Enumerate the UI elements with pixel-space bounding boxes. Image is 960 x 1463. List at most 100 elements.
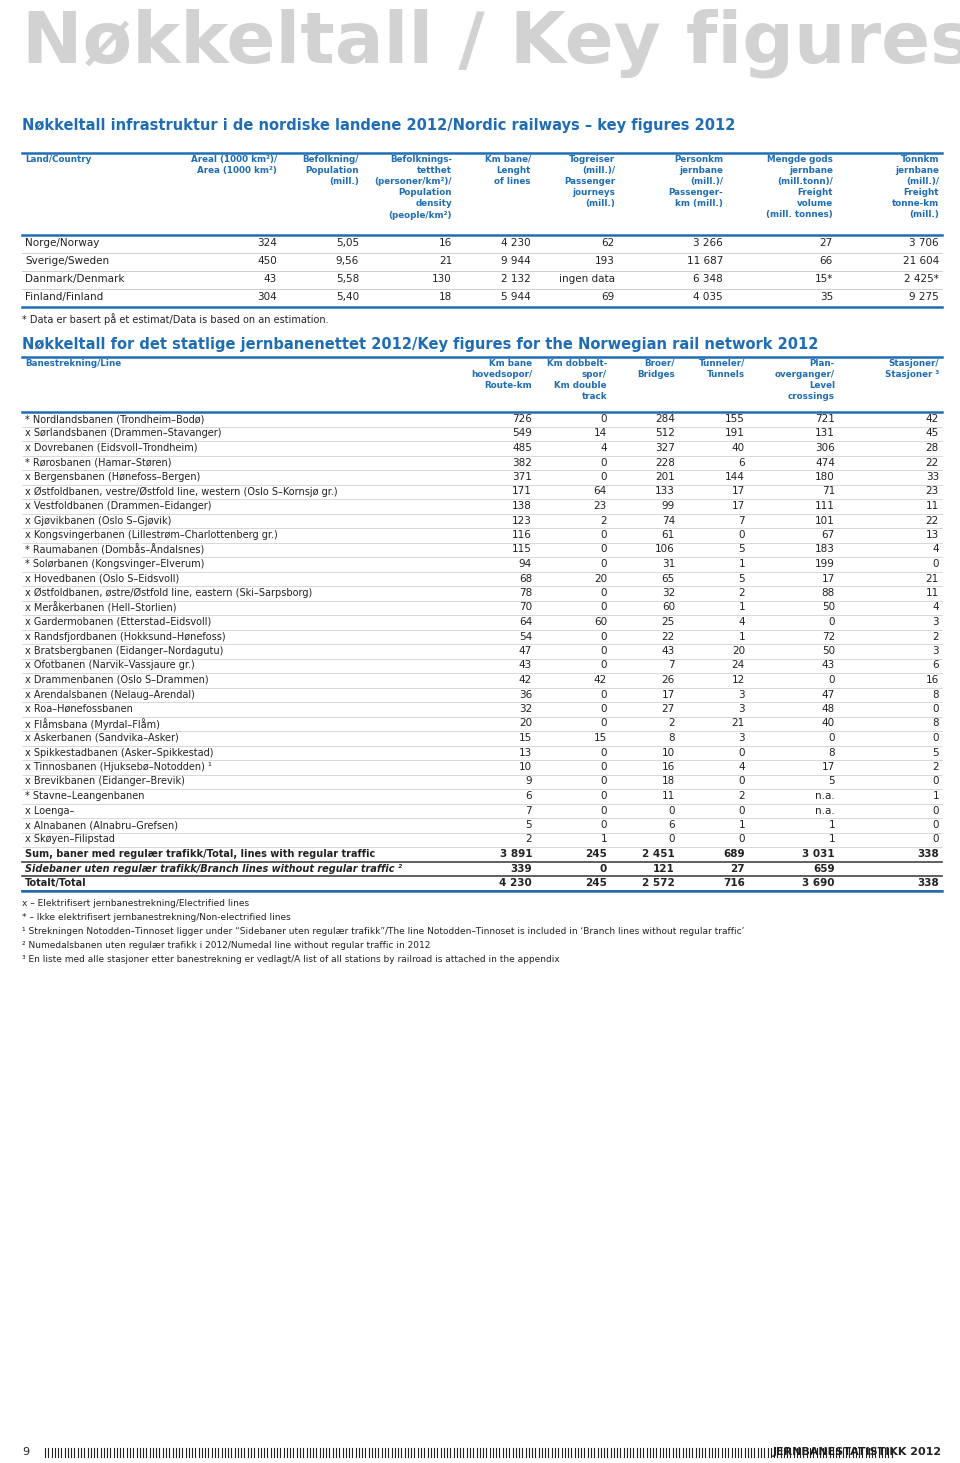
Text: 32: 32 bbox=[518, 704, 532, 714]
Text: x – Elektrifisert jernbanestrekning/Electrified lines: x – Elektrifisert jernbanestrekning/Elec… bbox=[22, 898, 250, 907]
Text: 0: 0 bbox=[601, 414, 607, 424]
Text: 27: 27 bbox=[731, 863, 745, 873]
Text: 2: 2 bbox=[932, 762, 939, 772]
Text: 0: 0 bbox=[601, 647, 607, 655]
Text: 726: 726 bbox=[512, 414, 532, 424]
Text: 327: 327 bbox=[655, 443, 675, 454]
Text: 8: 8 bbox=[668, 733, 675, 743]
Text: 14: 14 bbox=[593, 429, 607, 439]
Text: 13: 13 bbox=[518, 748, 532, 758]
Text: 10: 10 bbox=[518, 762, 532, 772]
Text: JERNBANESTATISTIKK 2012: JERNBANESTATISTIKK 2012 bbox=[773, 1447, 942, 1457]
Text: 0: 0 bbox=[601, 660, 607, 670]
Text: 0: 0 bbox=[601, 632, 607, 641]
Text: 66: 66 bbox=[820, 256, 833, 266]
Text: 0: 0 bbox=[668, 834, 675, 844]
Text: 48: 48 bbox=[822, 704, 835, 714]
Text: 6: 6 bbox=[932, 660, 939, 670]
Text: 144: 144 bbox=[725, 473, 745, 481]
Text: 3 266: 3 266 bbox=[693, 238, 723, 249]
Text: 2: 2 bbox=[668, 718, 675, 729]
Text: 4: 4 bbox=[600, 443, 607, 454]
Text: 9: 9 bbox=[525, 777, 532, 787]
Text: 123: 123 bbox=[512, 515, 532, 525]
Text: Plan-
overganger/
Level
crossings: Plan- overganger/ Level crossings bbox=[775, 358, 835, 401]
Text: 5: 5 bbox=[738, 544, 745, 554]
Text: 11 687: 11 687 bbox=[686, 256, 723, 266]
Text: 64: 64 bbox=[518, 617, 532, 628]
Text: Sum, baner med regulær trafikk/Total, lines with regular traffic: Sum, baner med regulær trafikk/Total, li… bbox=[25, 849, 375, 859]
Text: 4: 4 bbox=[738, 762, 745, 772]
Text: 17: 17 bbox=[822, 762, 835, 772]
Text: 0: 0 bbox=[932, 834, 939, 844]
Text: * Stavne–Leangenbanen: * Stavne–Leangenbanen bbox=[25, 791, 145, 802]
Text: 1: 1 bbox=[738, 603, 745, 613]
Text: 338: 338 bbox=[917, 849, 939, 859]
Text: x Askerbanen (Sandvika–Asker): x Askerbanen (Sandvika–Asker) bbox=[25, 733, 179, 743]
Text: 0: 0 bbox=[828, 674, 835, 685]
Text: Sverige/Sweden: Sverige/Sweden bbox=[25, 256, 109, 266]
Text: 64: 64 bbox=[593, 487, 607, 496]
Text: 69: 69 bbox=[602, 293, 615, 301]
Text: 2 572: 2 572 bbox=[642, 878, 675, 888]
Text: 382: 382 bbox=[512, 458, 532, 468]
Text: x Tinnosbanen (Hjuksebø–Notodden) ¹: x Tinnosbanen (Hjuksebø–Notodden) ¹ bbox=[25, 762, 212, 772]
Text: 339: 339 bbox=[511, 863, 532, 873]
Text: x Dovrebanen (Eidsvoll–Trondheim): x Dovrebanen (Eidsvoll–Trondheim) bbox=[25, 443, 198, 454]
Text: 4: 4 bbox=[932, 603, 939, 613]
Text: 43: 43 bbox=[264, 274, 277, 284]
Text: 5,05: 5,05 bbox=[336, 238, 359, 249]
Text: 1: 1 bbox=[600, 834, 607, 844]
Text: 78: 78 bbox=[518, 588, 532, 598]
Text: 6: 6 bbox=[738, 458, 745, 468]
Text: Sidebaner uten regulær trafikk/Branch lines without regular traffic ²: Sidebaner uten regulær trafikk/Branch li… bbox=[25, 863, 402, 873]
Text: 42: 42 bbox=[593, 674, 607, 685]
Text: 3: 3 bbox=[932, 617, 939, 628]
Text: 111: 111 bbox=[815, 500, 835, 511]
Text: 16: 16 bbox=[439, 238, 452, 249]
Text: 60: 60 bbox=[594, 617, 607, 628]
Text: 106: 106 bbox=[656, 544, 675, 554]
Text: 72: 72 bbox=[822, 632, 835, 641]
Text: * Solørbanen (Kongsvinger–Elverum): * Solørbanen (Kongsvinger–Elverum) bbox=[25, 559, 204, 569]
Text: ² Numedalsbanen uten regulær trafikk i 2012/Numedal line without regular traffic: ² Numedalsbanen uten regulær trafikk i 2… bbox=[22, 941, 430, 949]
Text: 0: 0 bbox=[601, 588, 607, 598]
Text: Totalt/Total: Totalt/Total bbox=[25, 878, 86, 888]
Text: Togreiser
(mill.)/
Passenger
journeys
(mill.): Togreiser (mill.)/ Passenger journeys (m… bbox=[564, 155, 615, 208]
Text: n.a.: n.a. bbox=[815, 791, 835, 802]
Text: 0: 0 bbox=[601, 806, 607, 815]
Text: 2: 2 bbox=[738, 791, 745, 802]
Text: 6: 6 bbox=[525, 791, 532, 802]
Text: 0: 0 bbox=[601, 458, 607, 468]
Text: Banestrekning/Line: Banestrekning/Line bbox=[25, 358, 121, 369]
Text: 2: 2 bbox=[932, 632, 939, 641]
Text: 22: 22 bbox=[925, 515, 939, 525]
Text: Km dobbelt-
spor/
Km double
track: Km dobbelt- spor/ Km double track bbox=[546, 358, 607, 401]
Text: 201: 201 bbox=[656, 473, 675, 481]
Text: 67: 67 bbox=[822, 530, 835, 540]
Text: Nøkkeltall / Key figures: Nøkkeltall / Key figures bbox=[22, 7, 960, 78]
Text: Stasjoner/
Stasjoner ³: Stasjoner/ Stasjoner ³ bbox=[885, 358, 939, 379]
Text: 22: 22 bbox=[925, 458, 939, 468]
Text: 43: 43 bbox=[822, 660, 835, 670]
Text: 27: 27 bbox=[820, 238, 833, 249]
Text: 1: 1 bbox=[828, 819, 835, 830]
Text: 47: 47 bbox=[822, 689, 835, 699]
Text: 31: 31 bbox=[661, 559, 675, 569]
Text: 12: 12 bbox=[732, 674, 745, 685]
Text: 7: 7 bbox=[525, 806, 532, 815]
Text: 33: 33 bbox=[925, 473, 939, 481]
Text: Nøkkeltall infrastruktur i de nordiske landene 2012/Nordic railways – key figure: Nøkkeltall infrastruktur i de nordiske l… bbox=[22, 119, 735, 133]
Text: 0: 0 bbox=[828, 617, 835, 628]
Text: * Nordlandsbanen (Trondheim–Bodø): * Nordlandsbanen (Trondheim–Bodø) bbox=[25, 414, 204, 424]
Text: 171: 171 bbox=[512, 487, 532, 496]
Text: 5: 5 bbox=[828, 777, 835, 787]
Text: 42: 42 bbox=[518, 674, 532, 685]
Text: 35: 35 bbox=[820, 293, 833, 301]
Text: 22: 22 bbox=[661, 632, 675, 641]
Text: 11: 11 bbox=[661, 791, 675, 802]
Text: 2 425*: 2 425* bbox=[904, 274, 939, 284]
Text: Tonnkm
jernbane
(mill.)/
Freight
tonne-km
(mill.): Tonnkm jernbane (mill.)/ Freight tonne-k… bbox=[892, 155, 939, 219]
Text: 659: 659 bbox=[813, 863, 835, 873]
Text: 15: 15 bbox=[518, 733, 532, 743]
